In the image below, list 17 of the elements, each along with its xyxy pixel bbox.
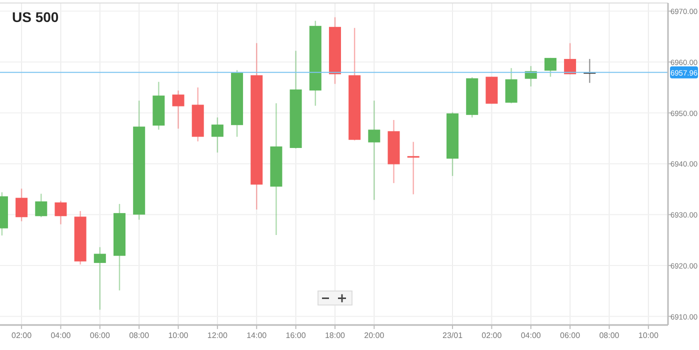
chart-title: US 500 (12, 9, 59, 25)
x-tick-label: 02:00 (482, 331, 502, 340)
x-tick-label: 12:00 (207, 331, 228, 340)
x-tick-label: 14:00 (246, 331, 268, 340)
x-tick-label: 04:00 (50, 331, 72, 340)
x-tick-label: 23/01 (442, 331, 464, 340)
x-tick-label: 20:00 (364, 331, 385, 340)
x-tick-label: 18:00 (324, 331, 346, 340)
x-tick-label: 08:00 (599, 331, 620, 340)
x-tick-label: 10:00 (638, 331, 659, 340)
x-tick-label: 08:00 (129, 331, 150, 340)
x-tick-label: 06:00 (560, 331, 581, 340)
x-tick-label: 06:00 (90, 331, 110, 340)
x-tick-label: 16:00 (286, 331, 306, 340)
x-tick-label: 10:00 (168, 331, 189, 340)
x-tick-label: 04:00 (520, 331, 542, 340)
x-tick-label: 02:00 (12, 331, 32, 340)
